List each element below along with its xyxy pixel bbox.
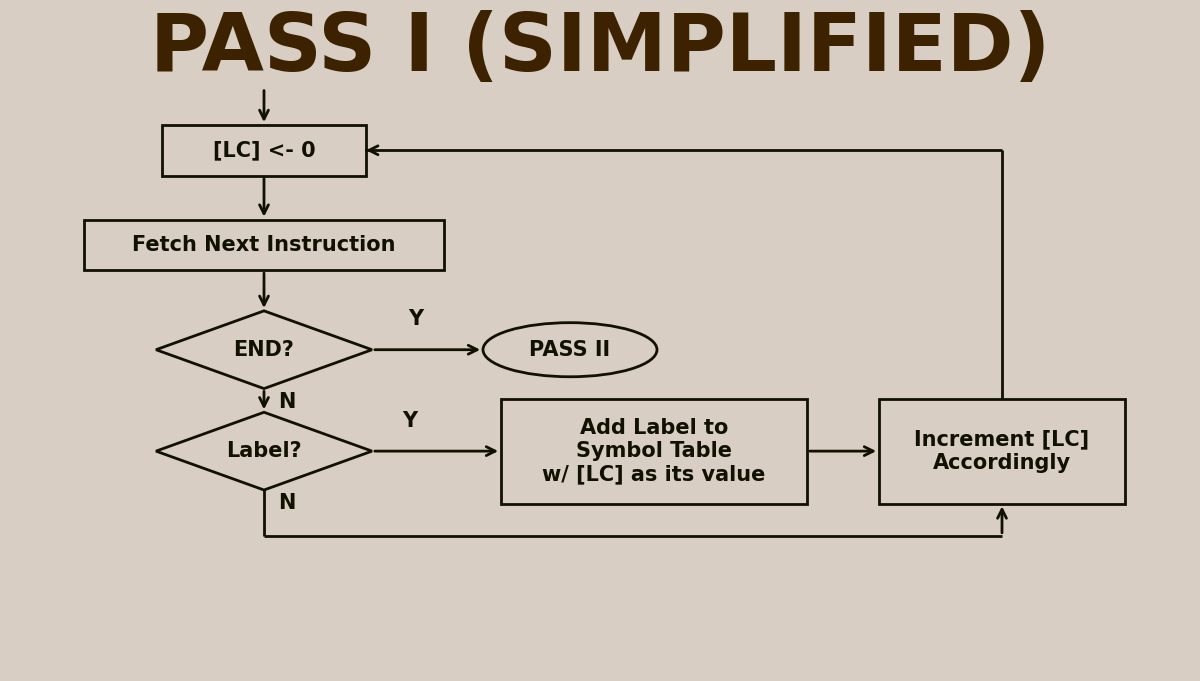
Text: N: N	[278, 392, 295, 412]
Text: N: N	[278, 494, 295, 513]
Text: Label?: Label?	[226, 441, 302, 461]
Text: Y: Y	[402, 411, 418, 431]
Text: Y: Y	[408, 309, 424, 330]
FancyBboxPatch shape	[84, 219, 444, 270]
Text: Increment [LC]
Accordingly: Increment [LC] Accordingly	[914, 430, 1090, 473]
Text: Fetch Next Instruction: Fetch Next Instruction	[132, 235, 396, 255]
FancyBboxPatch shape	[502, 399, 808, 503]
Polygon shape	[156, 311, 372, 389]
Text: [LC] <- 0: [LC] <- 0	[212, 140, 316, 160]
Text: END?: END?	[234, 340, 294, 360]
Ellipse shape	[482, 323, 658, 377]
Text: Add Label to
Symbol Table
w/ [LC] as its value: Add Label to Symbol Table w/ [LC] as its…	[542, 418, 766, 484]
Text: PASS II: PASS II	[529, 340, 611, 360]
Polygon shape	[156, 412, 372, 490]
Text: PASS I (SIMPLIFIED): PASS I (SIMPLIFIED)	[150, 10, 1050, 88]
FancyBboxPatch shape	[878, 399, 1124, 503]
FancyBboxPatch shape	[162, 125, 366, 176]
